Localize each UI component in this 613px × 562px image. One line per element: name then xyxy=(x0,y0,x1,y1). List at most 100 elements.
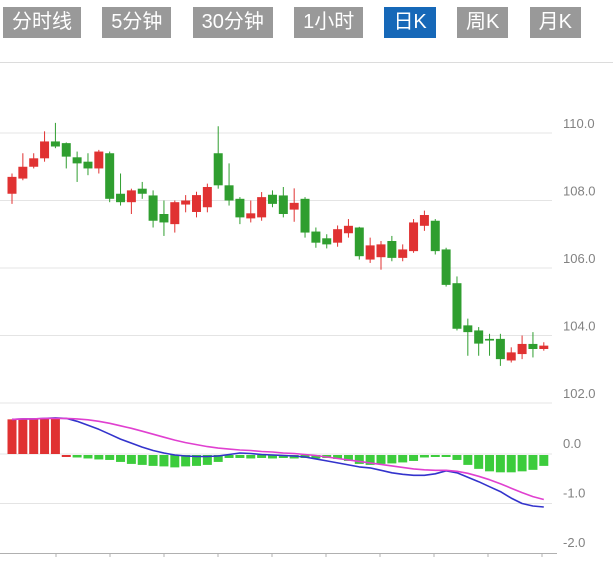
macd-histogram-bar xyxy=(419,455,429,458)
macd-histogram-bar xyxy=(506,455,516,473)
tab-1hour[interactable]: 1小时 xyxy=(294,7,364,38)
macd-histogram-bar xyxy=(40,418,50,454)
macd-histogram-bar xyxy=(267,455,277,459)
candle-body xyxy=(257,197,267,218)
candle-body xyxy=(224,185,234,201)
candle-body xyxy=(137,188,147,194)
candle-body xyxy=(83,161,93,169)
price-axis-label: 104.0 xyxy=(563,319,596,334)
macd-histogram-bar xyxy=(441,455,451,457)
macd-histogram-bar xyxy=(159,455,169,467)
macd-histogram-bar xyxy=(452,455,462,460)
candle-body xyxy=(517,343,527,355)
macd-histogram-bar xyxy=(148,455,158,466)
candle-body xyxy=(387,241,397,258)
macd-histogram-bar xyxy=(202,455,212,465)
candle-body xyxy=(354,227,364,257)
candle-body xyxy=(343,225,353,234)
candle-body xyxy=(539,345,549,349)
macd-histogram-bar xyxy=(528,455,538,470)
macd-histogram-bar xyxy=(257,455,267,458)
macd-histogram-bar xyxy=(409,455,419,461)
macd-histogram-bar xyxy=(7,419,17,454)
candle-body xyxy=(398,249,408,258)
tab-daily-k[interactable]: 日K xyxy=(384,7,436,38)
macd-histogram-bar xyxy=(170,455,180,468)
tab-5min[interactable]: 5分钟 xyxy=(102,7,172,38)
candle-body xyxy=(474,330,484,344)
macd-histogram-bar xyxy=(246,455,256,459)
tab-time-line[interactable]: 分时线 xyxy=(3,7,81,38)
candle-body xyxy=(50,141,60,147)
candle-body xyxy=(105,153,115,199)
macd-histogram-bar xyxy=(485,455,495,472)
timeframe-tab-bar: 分时线 5分钟 30分钟 1小时 日K 周K 月K xyxy=(3,7,581,38)
candle-body xyxy=(419,215,429,226)
tab-weekly-k[interactable]: 周K xyxy=(457,7,509,38)
candle-body xyxy=(72,157,82,164)
candle-body xyxy=(202,187,212,208)
price-axis-label: 108.0 xyxy=(563,184,596,199)
macd-histogram-bar xyxy=(18,418,28,454)
macd-histogram-bar xyxy=(181,455,191,467)
macd-histogram-bar xyxy=(105,455,115,460)
candle-body xyxy=(365,245,375,260)
candle-body xyxy=(333,229,343,243)
macd-histogram-bar xyxy=(94,455,104,460)
candle-body xyxy=(376,244,386,258)
macd-histogram-bar xyxy=(463,455,473,465)
macd-histogram-bar xyxy=(61,455,71,457)
macd-histogram-bar xyxy=(278,455,288,458)
macd-histogram-bar xyxy=(192,455,202,466)
tab-monthly-k[interactable]: 月K xyxy=(529,7,581,38)
macd-histogram-bar xyxy=(354,455,364,464)
candle-body xyxy=(495,338,505,360)
candle-body xyxy=(267,194,277,204)
candle-body xyxy=(430,220,440,252)
macd-histogram-bar xyxy=(387,455,397,464)
macd-histogram-bar xyxy=(539,455,549,466)
macd-histogram-bar xyxy=(517,455,527,472)
candle-body xyxy=(322,238,332,245)
macd-histogram-bar xyxy=(311,455,321,459)
candle-body xyxy=(463,325,473,333)
candle-body xyxy=(29,158,39,167)
macd-axis-label: -2.0 xyxy=(563,535,585,550)
candle-body xyxy=(300,198,310,233)
macd-histogram-bar xyxy=(29,418,39,454)
macd-histogram-bar xyxy=(224,455,234,458)
macd-histogram-bar xyxy=(235,455,245,458)
price-axis-label: 102.0 xyxy=(563,386,596,401)
macd-histogram-bar xyxy=(398,455,408,463)
macd-histogram-bar xyxy=(365,455,375,465)
candle-body xyxy=(148,195,158,221)
dea-line xyxy=(11,417,545,501)
macd-histogram-bar xyxy=(116,455,126,462)
candle-body xyxy=(235,198,245,218)
candle-body xyxy=(311,231,321,243)
price-axis-label: 106.0 xyxy=(563,251,596,266)
candle-body xyxy=(528,343,538,349)
candle-body xyxy=(409,222,419,252)
candle-body xyxy=(441,249,451,285)
candle-body xyxy=(61,143,71,157)
candle-body xyxy=(246,213,256,219)
candle-body xyxy=(289,202,299,210)
macd-histogram-bar xyxy=(83,455,93,459)
candle-body xyxy=(213,153,223,186)
macd-histogram-bar xyxy=(50,418,60,454)
macd-histogram-bar xyxy=(333,455,343,459)
candle-body xyxy=(506,352,516,361)
candle-body xyxy=(181,200,191,205)
macd-histogram-bar xyxy=(376,455,386,464)
macd-histogram-bar xyxy=(343,455,353,461)
macd-histogram-bar xyxy=(126,455,136,464)
candle-body xyxy=(159,214,169,223)
macd-histogram-bar xyxy=(495,455,505,473)
candle-body xyxy=(170,202,180,225)
candle-body xyxy=(116,193,126,203)
macd-histogram-bar xyxy=(137,455,147,465)
tab-30min[interactable]: 30分钟 xyxy=(192,7,273,38)
